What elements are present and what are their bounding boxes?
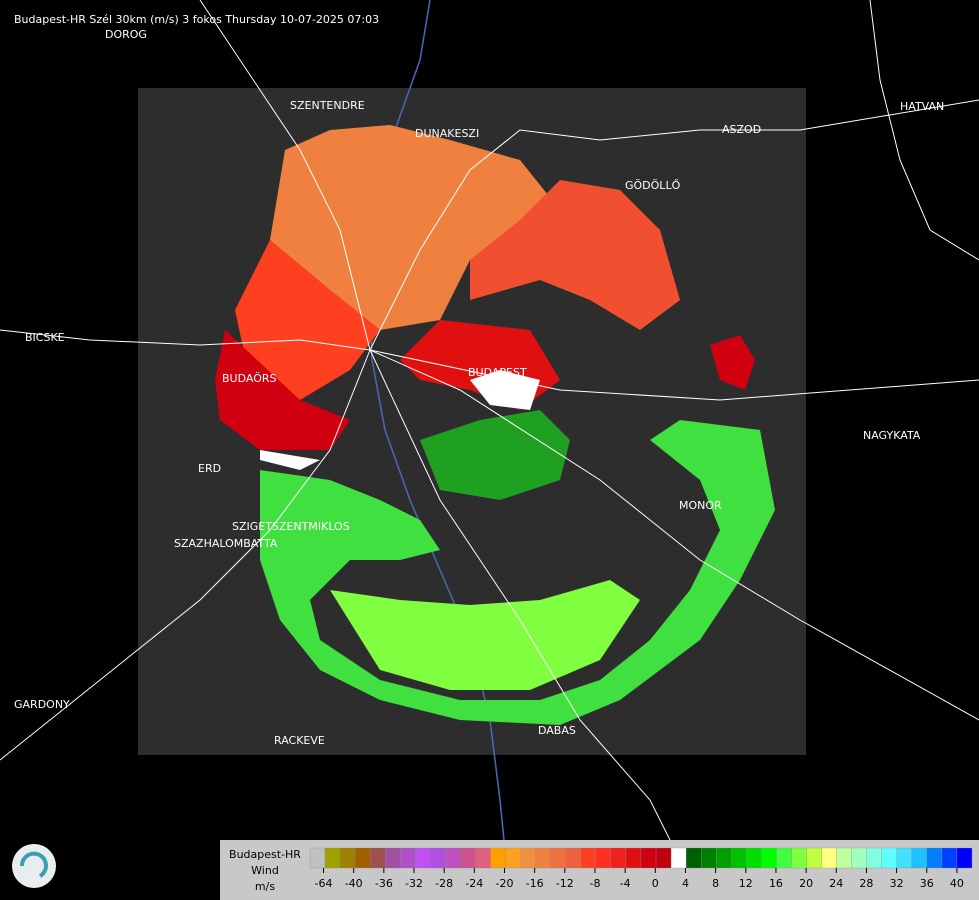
legend-swatch bbox=[460, 847, 476, 869]
legend-tick-label: 12 bbox=[739, 877, 753, 890]
legend-swatch bbox=[565, 847, 581, 869]
legend-swatch bbox=[520, 847, 536, 869]
legend-tick-label: 32 bbox=[890, 877, 904, 890]
legend-swatch bbox=[866, 847, 882, 869]
legend-subtitle: Wind bbox=[251, 864, 279, 877]
legend-title: Budapest-HR bbox=[229, 848, 301, 861]
legend-swatch bbox=[685, 847, 702, 869]
legend-tick-label: -16 bbox=[526, 877, 544, 890]
place-label: BUDAÖRS bbox=[222, 372, 277, 385]
legend-tick-label: -32 bbox=[405, 877, 423, 890]
legend-swatch bbox=[716, 847, 732, 869]
place-label: HATVAN bbox=[900, 100, 944, 113]
legend-swatch bbox=[445, 847, 461, 869]
legend-tick-label: -12 bbox=[556, 877, 574, 890]
legend-swatch bbox=[926, 847, 943, 869]
legend-tick-label: 28 bbox=[859, 877, 873, 890]
legend-swatch bbox=[490, 847, 506, 869]
place-label: SZENTENDRE bbox=[290, 99, 365, 112]
legend-swatch bbox=[550, 847, 566, 869]
legend-tick-label: 40 bbox=[950, 877, 964, 890]
place-label: NAGYKATA bbox=[863, 429, 921, 442]
legend-tick-label: -36 bbox=[375, 877, 393, 890]
legend-swatch bbox=[610, 847, 627, 869]
legend-swatch bbox=[354, 847, 371, 869]
place-label: DUNAKESZI bbox=[415, 127, 479, 140]
legend-swatch bbox=[911, 847, 928, 869]
legend-tick-label: 8 bbox=[712, 877, 719, 890]
legend-swatch bbox=[746, 847, 762, 869]
legend-tick-label: 16 bbox=[769, 877, 783, 890]
radar-echo bbox=[215, 125, 775, 725]
legend-swatch bbox=[385, 847, 401, 869]
legend-swatch bbox=[806, 847, 822, 869]
legend-swatch bbox=[881, 847, 897, 869]
legend-tick-label: -40 bbox=[345, 877, 363, 890]
place-label: BUDAPEST bbox=[468, 366, 527, 379]
legend-tick-label: -20 bbox=[496, 877, 514, 890]
legend-swatch bbox=[670, 847, 687, 869]
legend-swatch bbox=[339, 847, 356, 869]
legend-swatch bbox=[941, 847, 958, 869]
legend: Budapest-HR Wind m/s -64 -40 -36 -32 -28 -24-… bbox=[220, 840, 979, 900]
map-title: Budapest-HR Szél 30km (m/s) 3 fokos Thur… bbox=[14, 13, 379, 26]
place-label: MONOR bbox=[679, 499, 722, 512]
legend-swatch bbox=[731, 847, 747, 869]
legend-swatch bbox=[415, 847, 431, 869]
place-label: SZAZHALOMBATTA bbox=[174, 537, 278, 550]
legend-tick-label: -28 bbox=[435, 877, 453, 890]
legend-swatch bbox=[776, 847, 792, 869]
legend-swatch bbox=[791, 847, 807, 869]
place-label: DABAS bbox=[538, 724, 576, 737]
legend-swatch bbox=[836, 847, 852, 869]
legend-swatch bbox=[595, 847, 612, 869]
place-label: RACKEVE bbox=[274, 734, 325, 747]
legend-swatch bbox=[324, 847, 341, 869]
legend-swatch bbox=[701, 847, 717, 869]
legend-tick-label: 36 bbox=[920, 877, 934, 890]
legend-tick-label: 24 bbox=[829, 877, 843, 890]
legend-swatch bbox=[309, 847, 326, 869]
legend-tick-label: -24 bbox=[465, 877, 483, 890]
legend-tick-label: -64 bbox=[315, 877, 333, 890]
legend-swatch bbox=[625, 847, 642, 869]
legend-swatch bbox=[851, 847, 867, 869]
logo bbox=[12, 844, 56, 888]
legend-swatch bbox=[535, 847, 551, 869]
legend-swatch bbox=[505, 847, 521, 869]
legend-swatch bbox=[400, 847, 416, 869]
place-label: GÖDÖLLŐ bbox=[625, 178, 681, 192]
legend-tick-label: 4 bbox=[682, 877, 689, 890]
place-label: GARDONY bbox=[14, 698, 70, 711]
logo-mark bbox=[19, 851, 48, 878]
legend-swatch bbox=[956, 847, 973, 869]
legend-tick-label: -8 bbox=[589, 877, 600, 890]
legend-swatch bbox=[821, 847, 837, 869]
legend-swatch bbox=[761, 847, 777, 869]
place-label: ERD bbox=[198, 462, 221, 475]
legend-unit: m/s bbox=[255, 880, 275, 893]
place-label: SZIGETSZENTMIKLOS bbox=[232, 520, 350, 533]
legend-swatch bbox=[640, 847, 657, 869]
legend-swatch bbox=[896, 847, 912, 869]
legend-tick-label: -4 bbox=[620, 877, 631, 890]
legend-swatch bbox=[655, 847, 672, 869]
place-label: DOROG bbox=[105, 28, 147, 41]
place-label: ASZOD bbox=[722, 123, 761, 136]
legend-swatch bbox=[430, 847, 446, 869]
legend-tick-label: 20 bbox=[799, 877, 813, 890]
legend-swatch bbox=[370, 847, 386, 869]
legend-swatch bbox=[580, 847, 597, 869]
place-label: BICSKE bbox=[25, 331, 65, 344]
legend-swatch bbox=[475, 847, 491, 869]
legend-tick-label: 0 bbox=[652, 877, 659, 890]
